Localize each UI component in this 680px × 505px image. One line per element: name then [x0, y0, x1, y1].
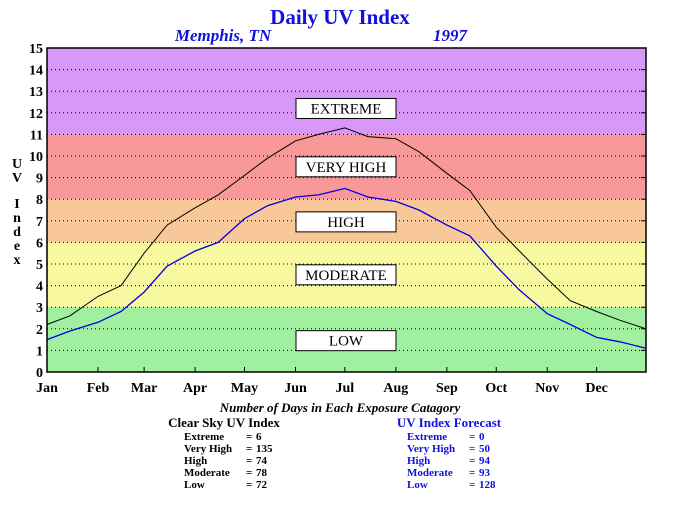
- x-tick-label: Jan: [36, 381, 58, 396]
- band-label-moderate: MODERATE: [305, 268, 387, 284]
- forecast-row-sep: =: [469, 443, 475, 455]
- band-label-box-extreme: [295, 97, 397, 119]
- clear-sky-row-value: 78: [256, 467, 268, 479]
- forecast-row-value: 0: [479, 431, 485, 443]
- x-tick-label: May: [231, 381, 258, 396]
- clear-sky-row-sep: =: [246, 431, 252, 443]
- clear-sky-row-label: High: [184, 455, 207, 467]
- y-tick-label: 14: [29, 64, 43, 79]
- band-label-low: LOW: [329, 334, 364, 350]
- chart-year: 1997: [433, 26, 469, 45]
- x-tick-label: Mar: [131, 381, 157, 396]
- clear-sky-row-value: 72: [256, 479, 268, 491]
- summary-caption: Number of Days in Each Exposure Catagory: [219, 400, 461, 415]
- y-tick-label: 1: [36, 344, 43, 359]
- y-axis-label-char: I: [14, 197, 19, 212]
- y-tick-label: 9: [36, 172, 43, 187]
- y-tick-label: 15: [29, 42, 43, 57]
- x-tick-label: Feb: [87, 381, 110, 396]
- x-tick-label: Aug: [383, 381, 408, 396]
- y-axis-label-char: U: [12, 157, 22, 172]
- clear-sky-row-label: Very High: [184, 443, 232, 455]
- clear-sky-row-value: 6: [256, 431, 262, 443]
- band-label-box-moderate: [295, 264, 397, 286]
- y-axis-label-char: V: [12, 171, 22, 186]
- clear-sky-row-sep: =: [246, 455, 252, 467]
- clear-sky-row-label: Extreme: [184, 431, 224, 443]
- band-label-extreme: EXTREME: [311, 101, 382, 117]
- forecast-row-label: Very High: [407, 443, 455, 455]
- x-tick-label: Nov: [535, 381, 559, 396]
- forecast-row-label: Low: [407, 479, 428, 491]
- x-tick-label: Oct: [485, 381, 507, 396]
- clear-sky-row-sep: =: [246, 467, 252, 479]
- clear-sky-row-value: 74: [256, 455, 268, 467]
- x-tick-label: Jun: [284, 381, 307, 396]
- band-label-box-high: [295, 211, 397, 233]
- forecast-row-value: 50: [479, 443, 491, 455]
- y-tick-label: 10: [29, 150, 43, 165]
- plot-frame: [46, 47, 647, 373]
- band-label-box-very-high: [295, 156, 397, 178]
- forecast-line: [46, 187, 647, 349]
- y-tick-label: 8: [36, 193, 43, 208]
- forecast-row-sep: =: [469, 479, 475, 491]
- forecast-row-value: 94: [479, 455, 491, 467]
- y-axis-label-char: e: [14, 239, 20, 254]
- clear-sky-row-sep: =: [246, 479, 252, 491]
- y-tick-label: 0: [36, 366, 43, 381]
- y-axis-label-char: n: [13, 211, 21, 226]
- clear-sky-row-label: Moderate: [184, 467, 230, 479]
- y-tick-label: 11: [30, 128, 43, 143]
- band-label-box-low: [295, 330, 397, 352]
- x-tick-label: Sep: [436, 381, 458, 396]
- y-tick-label: 12: [29, 107, 43, 122]
- forecast-row-sep: =: [469, 431, 475, 443]
- x-tick-label: Dec: [585, 381, 608, 396]
- forecast-heading: UV Index Forecast: [397, 415, 502, 430]
- chart-location: Memphis, TN: [174, 26, 272, 45]
- y-tick-label: 4: [36, 280, 43, 295]
- clear-sky-row-sep: =: [246, 443, 252, 455]
- band-extreme: [47, 48, 646, 135]
- forecast-row-label: High: [407, 455, 430, 467]
- y-tick-label: 13: [29, 85, 43, 100]
- clear-sky-row-value: 135: [256, 443, 273, 455]
- x-tick-label: Apr: [183, 381, 207, 396]
- forecast-row-sep: =: [469, 467, 475, 479]
- forecast-row-value: 93: [479, 467, 491, 479]
- clear-sky-line: [46, 127, 647, 330]
- forecast-row-value: 128: [479, 479, 496, 491]
- clear-sky-heading: Clear Sky UV Index: [168, 415, 280, 430]
- band-label-very-high: VERY HIGH: [306, 160, 387, 176]
- y-axis-label-char: x: [14, 253, 21, 268]
- y-axis-label-char: d: [13, 225, 21, 240]
- forecast-row-sep: =: [469, 455, 475, 467]
- forecast-row-label: Moderate: [407, 467, 453, 479]
- y-tick-label: 7: [36, 215, 43, 230]
- forecast-row-label: Extreme: [407, 431, 447, 443]
- y-tick-label: 2: [36, 323, 43, 338]
- y-tick-label: 6: [36, 236, 43, 251]
- clear-sky-row-label: Low: [184, 479, 205, 491]
- x-tick-label: Jul: [336, 381, 355, 396]
- y-tick-label: 3: [36, 301, 43, 316]
- chart-title: Daily UV Index: [270, 5, 410, 29]
- band-label-high: HIGH: [327, 215, 365, 231]
- y-tick-label: 5: [36, 258, 43, 273]
